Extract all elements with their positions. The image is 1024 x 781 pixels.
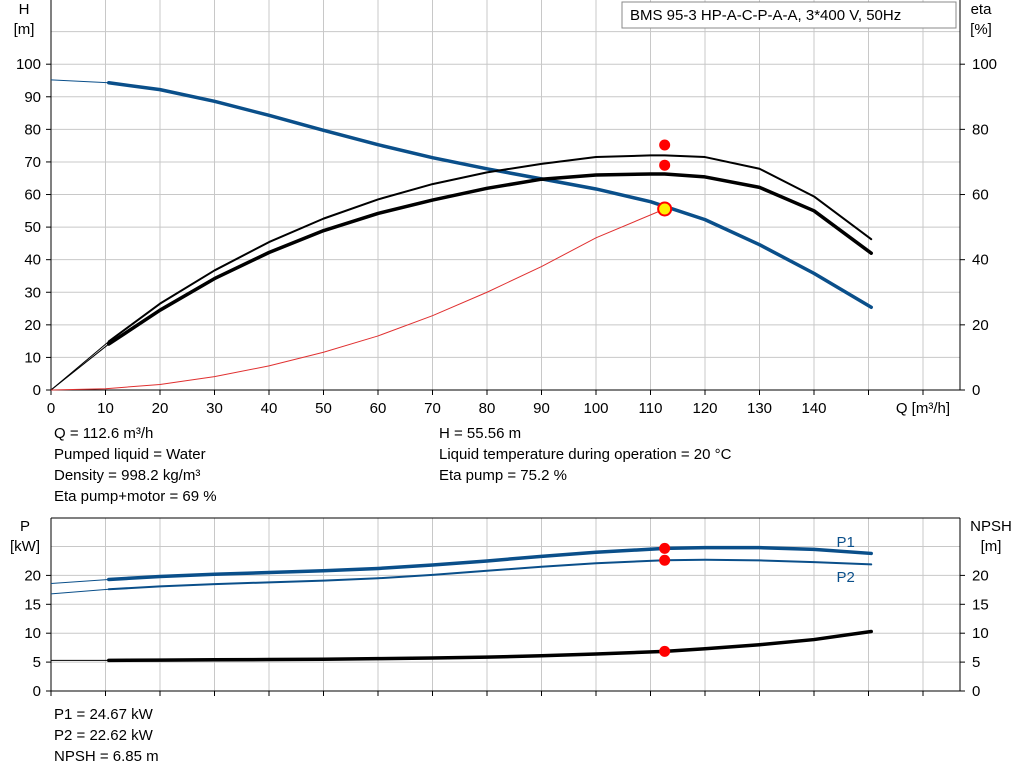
- density-text: Density = 998.2 kg/m³: [54, 467, 201, 484]
- series-line-0: [107, 81, 873, 309]
- y-tick-label: 10: [24, 349, 41, 366]
- y2-tick-label: 60: [972, 187, 989, 204]
- series-extension-line: [50, 343, 110, 391]
- x-tick-label: 40: [261, 400, 278, 417]
- operating-point-marker: [659, 159, 671, 171]
- series-line-1: [107, 154, 873, 343]
- y2-tick-label: 20: [972, 567, 989, 584]
- operating-point-marker: [659, 139, 671, 151]
- y-tick-label: 90: [24, 89, 41, 106]
- power-info: P1 = 24.67 kW P2 = 22.62 kW NPSH = 6.85 …: [54, 704, 159, 767]
- npsh-text: NPSH = 6.85 m: [54, 748, 159, 765]
- y-tick-label: 10: [24, 625, 41, 642]
- x-tick-label: 10: [97, 400, 114, 417]
- y2-tick-label: 0: [972, 382, 980, 399]
- head-text: H = 55.56 m: [439, 425, 522, 442]
- y-axis-title: P: [20, 518, 30, 535]
- series-line-2: [107, 172, 873, 346]
- x-tick-label: 130: [747, 400, 772, 417]
- eta-pump-motor-text: Eta pump+motor = 69 %: [54, 488, 217, 505]
- duty-point-marker: [657, 201, 673, 217]
- x-tick-label: 70: [424, 400, 441, 417]
- y-tick-label: 0: [33, 683, 41, 700]
- operating-point-info-left: Q = 112.6 m³/h Pumped liquid = Water Den…: [54, 423, 217, 507]
- y-tick-label: 0: [33, 382, 41, 399]
- y-tick-label: 20: [24, 567, 41, 584]
- liquid-temperature-text: Liquid temperature during operation = 20…: [439, 446, 732, 463]
- y-tick-label: 30: [24, 284, 41, 301]
- y-tick-label: 100: [16, 56, 41, 73]
- y-tick-label: 5: [33, 654, 41, 671]
- y-axis-unit: [kW]: [10, 538, 40, 555]
- y2-tick-label: 15: [972, 596, 989, 613]
- y-tick-label: 80: [24, 121, 41, 138]
- y2-tick-label: 0: [972, 683, 980, 700]
- y-axis-title: H: [19, 1, 30, 18]
- y2-tick-label: 5: [972, 654, 980, 671]
- y2-axis-unit: [m]: [981, 538, 1002, 555]
- system-curve: [50, 208, 665, 391]
- operating-point-marker: [659, 542, 671, 554]
- x-tick-label: 100: [583, 400, 608, 417]
- x-tick-label: 60: [370, 400, 387, 417]
- y-axis-unit: [m]: [14, 21, 35, 38]
- y2-tick-label: 40: [972, 252, 989, 269]
- y-tick-label: 15: [24, 596, 41, 613]
- pumped-liquid-text: Pumped liquid = Water: [54, 446, 206, 463]
- x-tick-label: 140: [801, 400, 826, 417]
- p2-text: P2 = 22.62 kW: [54, 727, 153, 744]
- p1-text: P1 = 24.67 kW: [54, 706, 153, 723]
- series-p2: [107, 558, 873, 591]
- operating-point-info-right: H = 55.56 m Liquid temperature during op…: [439, 423, 731, 486]
- x-tick-label: 20: [152, 400, 169, 417]
- series-extension-line: [50, 588, 109, 595]
- x-tick-label: 110: [639, 400, 663, 417]
- y2-tick-label: 80: [972, 121, 989, 138]
- y2-axis-title: NPSH: [970, 518, 1012, 535]
- series-label-p1: P1: [837, 534, 855, 551]
- x-tick-label: 30: [206, 400, 223, 417]
- y2-axis-unit: [%]: [970, 21, 992, 38]
- y-tick-label: 20: [24, 317, 41, 334]
- x-tick-label: 90: [533, 400, 550, 417]
- y-tick-label: 40: [24, 252, 41, 269]
- eta-pump-text: Eta pump = 75.2 %: [439, 467, 567, 484]
- series-extension-line: [50, 79, 109, 84]
- x-tick-label: 120: [692, 400, 717, 417]
- x-axis-title: Q [m³/h]: [896, 400, 950, 417]
- y2-axis-title: eta: [971, 1, 993, 18]
- y-tick-label: 50: [24, 219, 41, 236]
- y2-tick-label: 100: [972, 56, 997, 73]
- chart-title-box: [621, 1, 957, 29]
- series-extension-line: [50, 578, 109, 584]
- x-tick-label: 50: [315, 400, 332, 417]
- operating-point-marker: [659, 554, 671, 566]
- operating-point-marker: [659, 645, 671, 657]
- chart-title: BMS 95-3 HP-A-C-P-A-A, 3*400 V, 50Hz: [630, 7, 901, 24]
- y-tick-label: 70: [24, 154, 41, 171]
- series-npsh: [107, 629, 873, 663]
- y2-tick-label: 10: [972, 625, 989, 642]
- series-p1: [107, 545, 873, 582]
- y-tick-label: 60: [24, 187, 41, 204]
- x-tick-label: 0: [47, 400, 55, 417]
- flow-rate-text: Q = 112.6 m³/h: [54, 425, 154, 442]
- x-tick-label: 80: [479, 400, 496, 417]
- series-label-p2: P2: [837, 569, 855, 586]
- y2-tick-label: 20: [972, 317, 989, 334]
